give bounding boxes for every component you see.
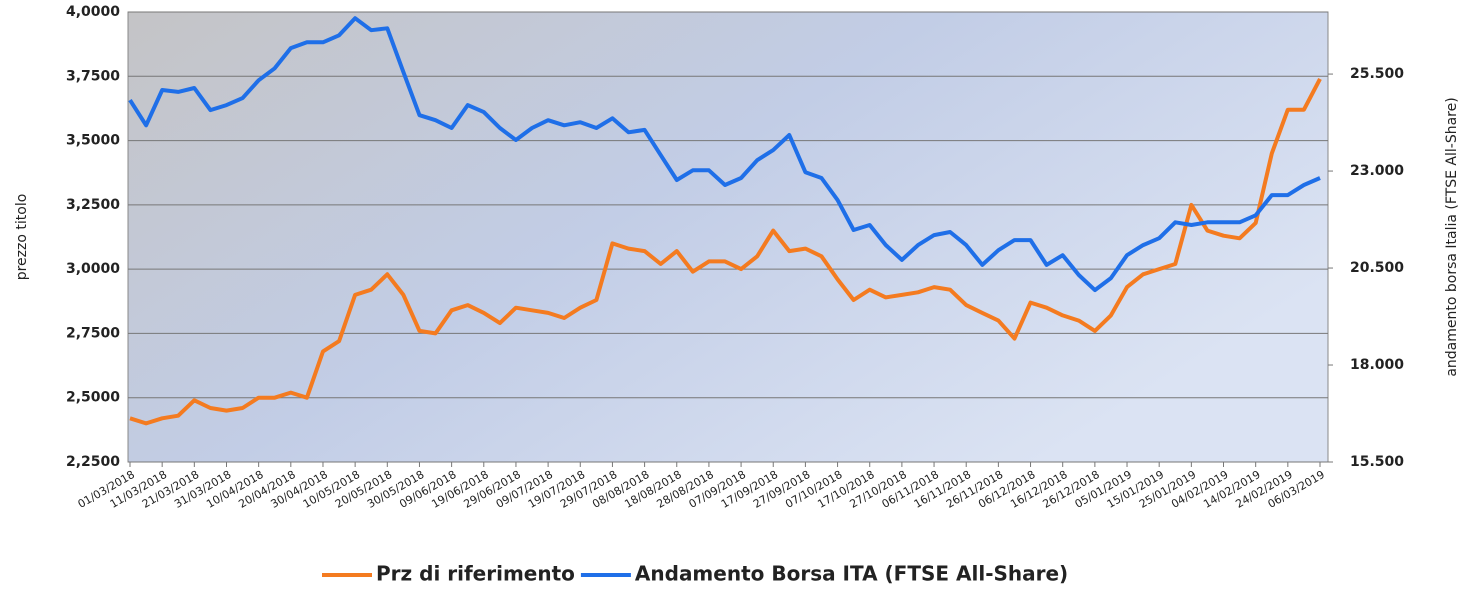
line-series: [129, 77, 1322, 426]
y-tick-label: 4,0000: [66, 4, 120, 20]
y2-tick-label: 15.500: [1350, 454, 1404, 470]
y2-tick-label: 25.500: [1350, 66, 1404, 82]
plot-area: [127, 11, 1329, 463]
y2-axis-title: andamento borsa Italia (FTSE All-Share): [1444, 97, 1460, 376]
y-axis-title: prezzo titolo: [14, 194, 30, 281]
y-tick-label: 3,7500: [66, 68, 120, 84]
legend-label: Prz di riferimento: [376, 562, 575, 586]
y2-tick-label: 20.500: [1350, 260, 1404, 276]
y-tick-label: 3,2500: [66, 197, 120, 213]
line-series: [128, 16, 1321, 293]
legend-label: Andamento Borsa ITA (FTSE All-Share): [635, 562, 1068, 586]
y-tick-label: 2,2500: [66, 454, 120, 470]
y-tick-label: 3,0000: [66, 261, 120, 277]
y-tick-label: 2,7500: [66, 325, 120, 341]
y-tick-label: 2,5000: [66, 390, 120, 406]
y2-tick-label: 18.000: [1350, 357, 1404, 373]
y2-tick-label: 23.000: [1350, 163, 1404, 179]
y-tick-label: 3,5000: [66, 133, 120, 149]
